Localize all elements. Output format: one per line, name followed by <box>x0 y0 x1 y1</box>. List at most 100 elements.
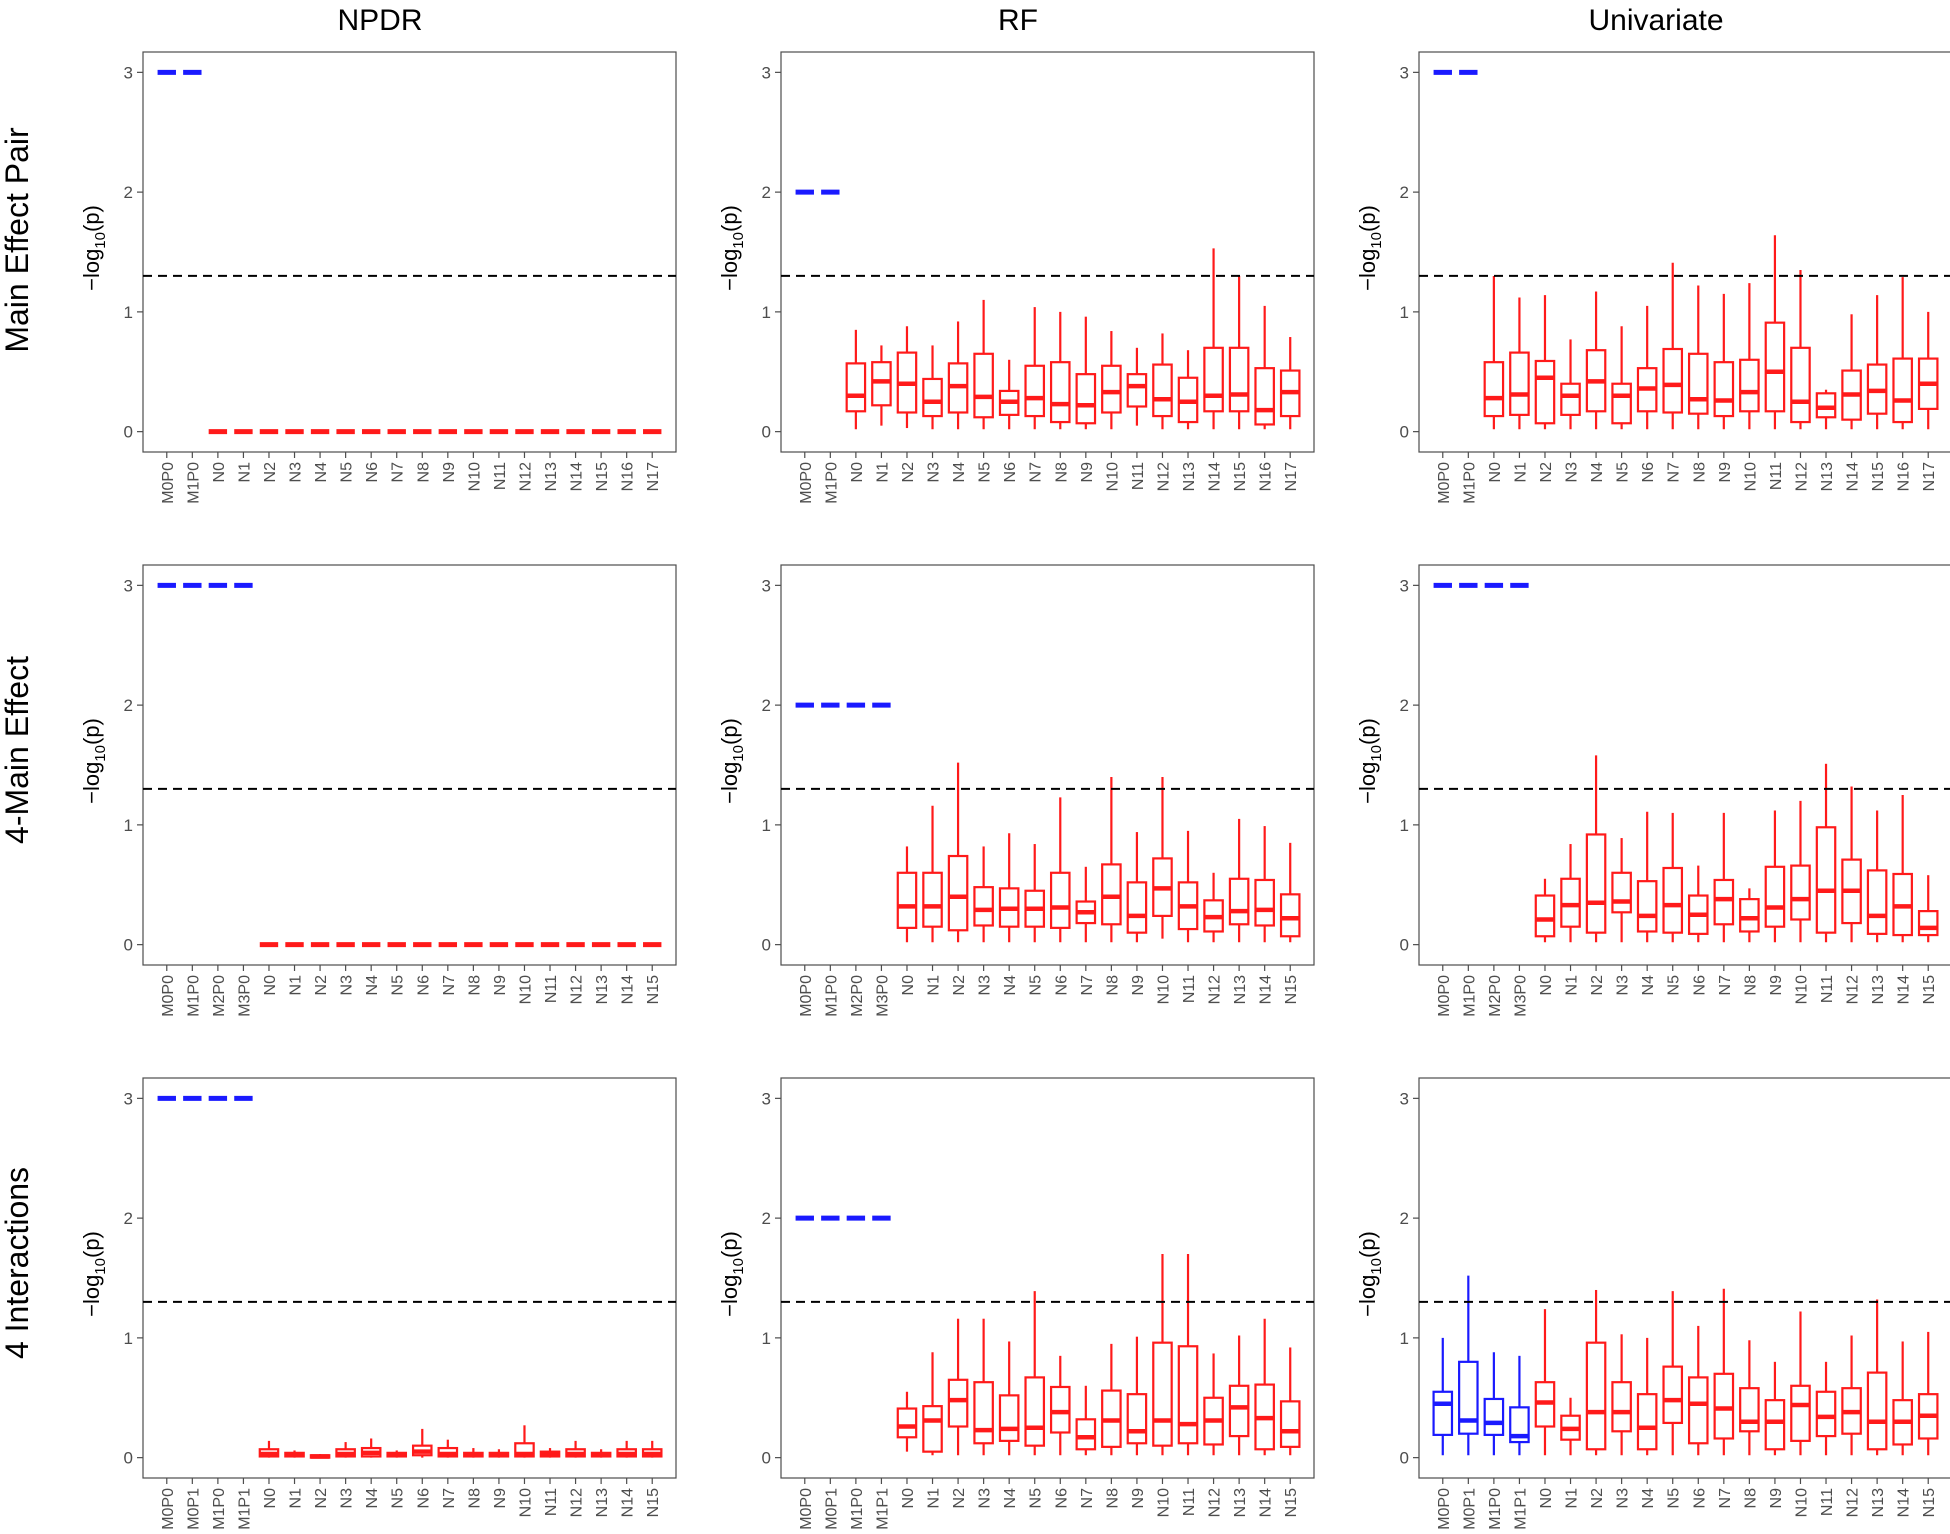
y-tick-label: 3 <box>762 1089 771 1108</box>
box-N13 <box>1177 350 1199 430</box>
box-body <box>1662 1365 1684 1425</box>
box-body <box>1177 1345 1199 1445</box>
x-tick-label: N7 <box>1028 462 1045 483</box>
row-title-main-effect-pair: Main Effect Pair <box>0 127 35 353</box>
box-body <box>1611 382 1632 425</box>
box-body <box>1713 1372 1735 1440</box>
x-tick-label: M1P0 <box>823 462 840 504</box>
x-tick-label: N16 <box>1896 462 1913 491</box>
box-N0 <box>845 329 867 430</box>
box-N1 <box>284 1450 305 1458</box>
box-N14 <box>1254 826 1275 943</box>
box-N6 <box>1687 865 1709 943</box>
x-tick-label: N0 <box>1538 1488 1555 1509</box>
x-tick-label: N9 <box>1717 462 1734 483</box>
box-body <box>1917 910 1939 937</box>
box-body <box>1152 363 1173 418</box>
x-tick-label: N4 <box>364 975 381 996</box>
row3-npdr-panel: 0 1 2 3 −log10(p) M0P0 M0P1 M1P0 M1P1 N0 N1 N2 N3 N4 N… <box>79 1077 677 1530</box>
column-title-rf: RF <box>998 4 1038 37</box>
x-tick-label: M1P0 <box>823 975 840 1017</box>
x-tick-label: N9 <box>1130 975 1147 996</box>
x-tick-label: N3 <box>926 462 943 483</box>
x-tick-label: N12 <box>1845 1488 1862 1517</box>
x-tick-label: N15 <box>1283 1488 1300 1517</box>
box-N9 <box>1126 1336 1148 1456</box>
box-body <box>1662 866 1684 934</box>
box-N4 <box>1636 1337 1658 1456</box>
box-M0P1 <box>1458 1275 1479 1456</box>
box-N16 <box>1254 305 1275 430</box>
x-tick-label: N0 <box>1538 975 1555 996</box>
x-tick-label: N12 <box>1793 462 1810 491</box>
x-tick-label: M2P0 <box>849 975 866 1017</box>
x-tick-label: M1P0 <box>185 462 202 504</box>
x-tick-label: N14 <box>569 462 586 491</box>
x-tick-label: N8 <box>1742 1488 1759 1509</box>
x-tick-label: M0P0 <box>160 1488 177 1530</box>
box-body <box>1126 373 1148 408</box>
box-N8 <box>1687 285 1709 430</box>
x-tick-label: N5 <box>1028 1488 1045 1509</box>
x-tick-label: N14 <box>1896 975 1913 1004</box>
box-N10 <box>514 1425 535 1458</box>
box-N4 <box>998 833 1020 943</box>
x-tick-label: N10 <box>466 462 483 491</box>
box-N13 <box>1815 389 1837 430</box>
x-tick-label: N2 <box>900 462 917 483</box>
x-tick-label: N2 <box>951 975 968 996</box>
x-tick-label: N17 <box>645 462 662 491</box>
box-N9 <box>1764 1361 1786 1456</box>
x-tick-label: M2P0 <box>211 975 228 1017</box>
y-tick-label: 0 <box>1400 423 1409 442</box>
box-body <box>1279 893 1301 938</box>
x-tick-label: N8 <box>1742 975 1759 996</box>
box-N1 <box>871 345 892 426</box>
x-tick-label: N17 <box>1283 462 1300 491</box>
box-N3 <box>1560 339 1581 430</box>
box-N3 <box>1611 1334 1632 1456</box>
box-body <box>1560 877 1581 928</box>
box-N0 <box>896 846 918 943</box>
row2-univariate-panel: 0 1 2 3 −log10(p) M0P0 M1P0 M2P0 M3P0 N0 N1 N2 N3 N4 N… <box>1355 564 1950 1017</box>
box-body <box>1049 1385 1071 1434</box>
x-tick-label: N2 <box>1589 975 1606 996</box>
x-tick-label: N7 <box>1079 975 1096 996</box>
box-N9 <box>1764 810 1786 943</box>
x-tick-label: N1 <box>1564 975 1581 996</box>
x-tick-label: N14 <box>1258 975 1275 1004</box>
x-tick-label: N1 <box>288 975 305 996</box>
x-tick-label: N8 <box>466 975 483 996</box>
box-N0 <box>1483 275 1505 430</box>
x-tick-label: N1 <box>1564 1488 1581 1509</box>
box-N8 <box>463 1448 484 1458</box>
panel-frame <box>142 1077 677 1479</box>
box-body <box>1483 361 1505 418</box>
x-tick-label: N3 <box>1564 462 1581 483</box>
y-tick-label: 0 <box>1400 1449 1409 1468</box>
row2-rf-panel: 0 1 2 3 −log10(p) M0P0 M1P0 M2P0 M3P0 N0 N1 N2 N3 N4 N… <box>717 564 1315 1017</box>
box-N11 <box>1815 763 1837 943</box>
x-tick-label: N15 <box>1921 1488 1938 1517</box>
x-tick-label: N4 <box>313 462 330 483</box>
x-tick-label: N5 <box>339 462 356 483</box>
box-N12 <box>1152 333 1173 430</box>
box-N15 <box>1917 875 1939 943</box>
x-tick-label: M1P0 <box>1487 1488 1504 1530</box>
x-tick-label: N7 <box>1717 975 1734 996</box>
box-body <box>1764 865 1786 928</box>
box-body <box>1458 1360 1479 1435</box>
x-tick-label: N0 <box>849 462 866 483</box>
row1-univariate-panel: 0 1 2 3 −log10(p) M0P0 M1P0 N0 N1 N2 N3 N4 N5 N6 N7 N8 N… <box>1355 51 1950 504</box>
x-tick-label: N9 <box>1768 975 1785 996</box>
x-tick-label: M1P1 <box>1512 1488 1529 1530</box>
x-tick-label: N11 <box>1130 462 1147 490</box>
box-N3 <box>973 846 994 943</box>
box-body <box>1764 321 1786 413</box>
box-N6 <box>411 1428 433 1458</box>
box-body <box>1790 864 1811 921</box>
row3-rf-panel: 0 1 2 3 −log10(p) M0P0 M0P1 M1P0 M1P1 N0 N1 N2 N3 N4 N… <box>717 1077 1315 1530</box>
box-N15 <box>641 1440 663 1458</box>
box-N10 <box>1101 331 1122 430</box>
